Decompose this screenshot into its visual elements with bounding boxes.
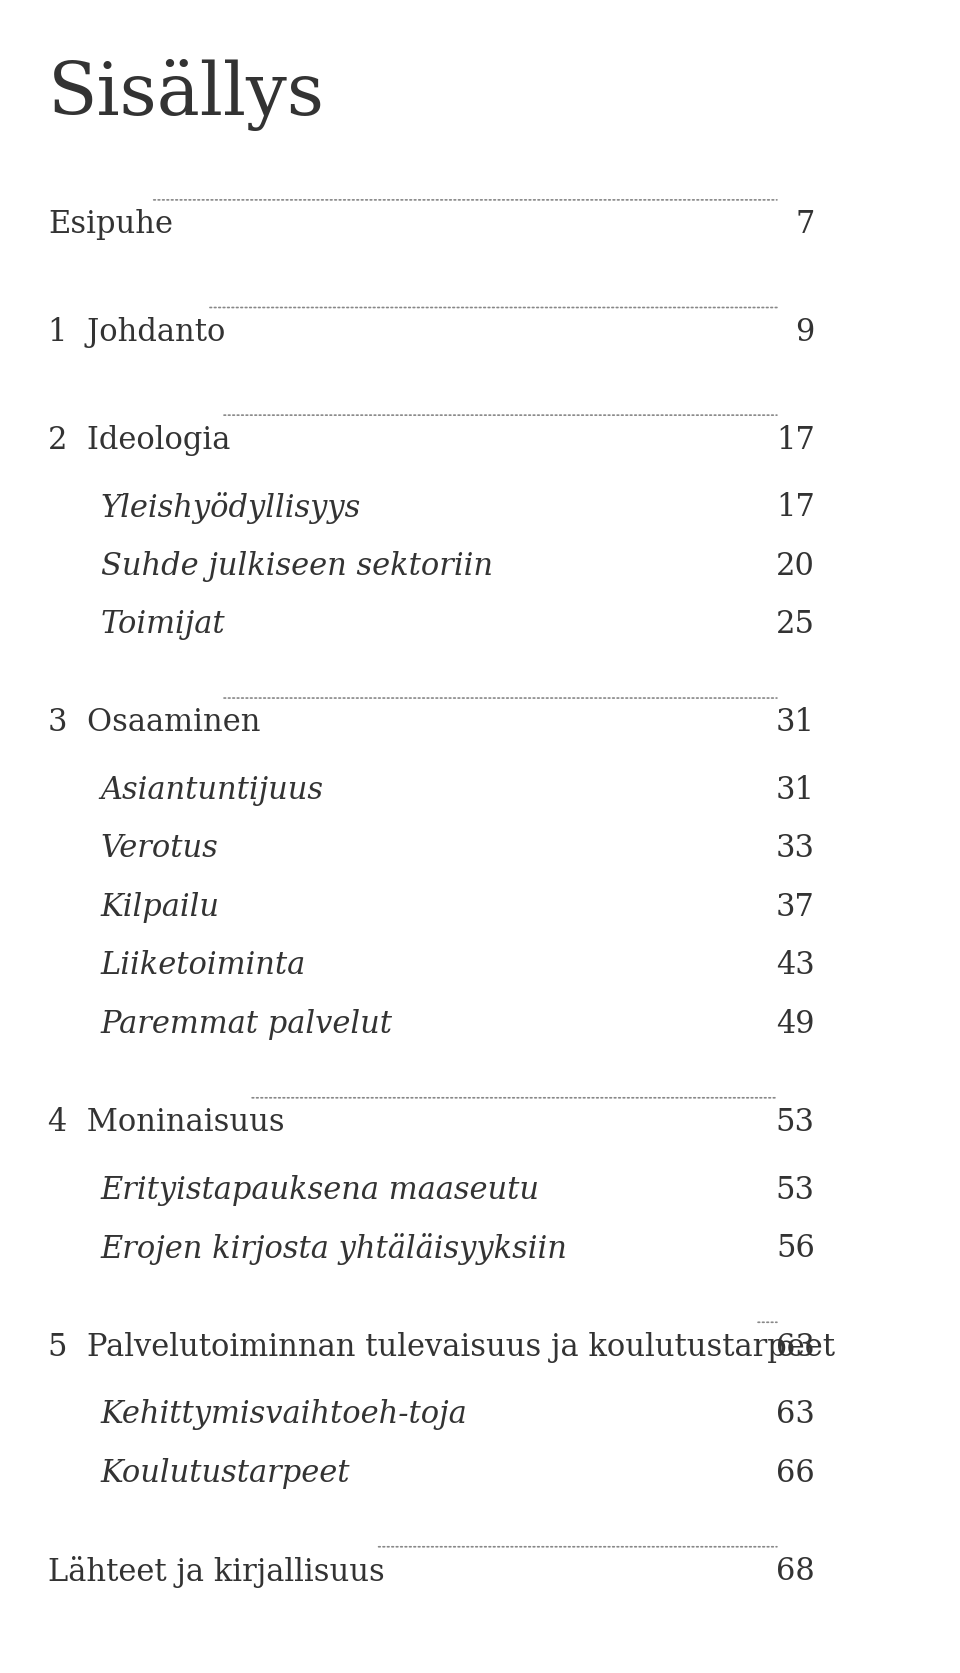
Text: 2  Ideologia: 2 Ideologia — [48, 425, 230, 455]
Text: 9: 9 — [796, 316, 815, 348]
Text: Suhde julkiseen sektoriin: Suhde julkiseen sektoriin — [101, 550, 492, 581]
Text: Kilpailu: Kilpailu — [101, 892, 220, 922]
Text: 68: 68 — [776, 1556, 815, 1586]
Text: 5  Palvelutoiminnan tulevaisuus ja koulutustarpeet: 5 Palvelutoiminnan tulevaisuus ja koulut… — [48, 1330, 835, 1362]
Text: 31: 31 — [776, 708, 815, 738]
Text: 31: 31 — [776, 775, 815, 806]
Text: 17: 17 — [776, 492, 815, 524]
Text: 43: 43 — [776, 950, 815, 980]
Text: 53: 53 — [776, 1174, 815, 1205]
Text: Kehittymisvaihtoeh­toja: Kehittymisvaihtoeh­toja — [101, 1399, 468, 1429]
Text: 3  Osaaminen: 3 Osaaminen — [48, 708, 261, 738]
Text: Toimijat: Toimijat — [101, 609, 226, 639]
Text: 53: 53 — [776, 1106, 815, 1138]
Text: 4  Moninaisuus: 4 Moninaisuus — [48, 1106, 285, 1138]
Text: 1  Johdanto: 1 Johdanto — [48, 316, 226, 348]
Text: Lähteet ja kirjallisuus: Lähteet ja kirjallisuus — [48, 1556, 385, 1588]
Text: 56: 56 — [776, 1233, 815, 1263]
Text: 63: 63 — [776, 1399, 815, 1429]
Text: Yleishyödyllisyys: Yleishyödyllisyys — [101, 492, 361, 524]
Text: Sisällys: Sisällys — [48, 59, 325, 130]
Text: Erityistapauksena maaseutu: Erityistapauksena maaseutu — [101, 1174, 540, 1205]
Text: Paremmat palvelut: Paremmat palvelut — [101, 1009, 393, 1039]
Text: 20: 20 — [776, 550, 815, 581]
Text: 25: 25 — [776, 609, 815, 639]
Text: Koulutustarpeet: Koulutustarpeet — [101, 1457, 350, 1487]
Text: 17: 17 — [776, 425, 815, 455]
Text: Asiantuntijuus: Asiantuntijuus — [101, 775, 324, 806]
Text: 33: 33 — [776, 833, 815, 863]
Text: 66: 66 — [776, 1457, 815, 1487]
Text: Esipuhe: Esipuhe — [48, 209, 173, 241]
Text: Erojen kirjosta yhtäläisyyksiin: Erojen kirjosta yhtäläisyyksiin — [101, 1233, 567, 1265]
Text: 49: 49 — [777, 1009, 815, 1039]
Text: 7: 7 — [796, 209, 815, 241]
Text: Verotus: Verotus — [101, 833, 219, 863]
Text: Liiketoiminta: Liiketoiminta — [101, 950, 306, 980]
Text: 63: 63 — [776, 1330, 815, 1362]
Text: 37: 37 — [776, 892, 815, 922]
